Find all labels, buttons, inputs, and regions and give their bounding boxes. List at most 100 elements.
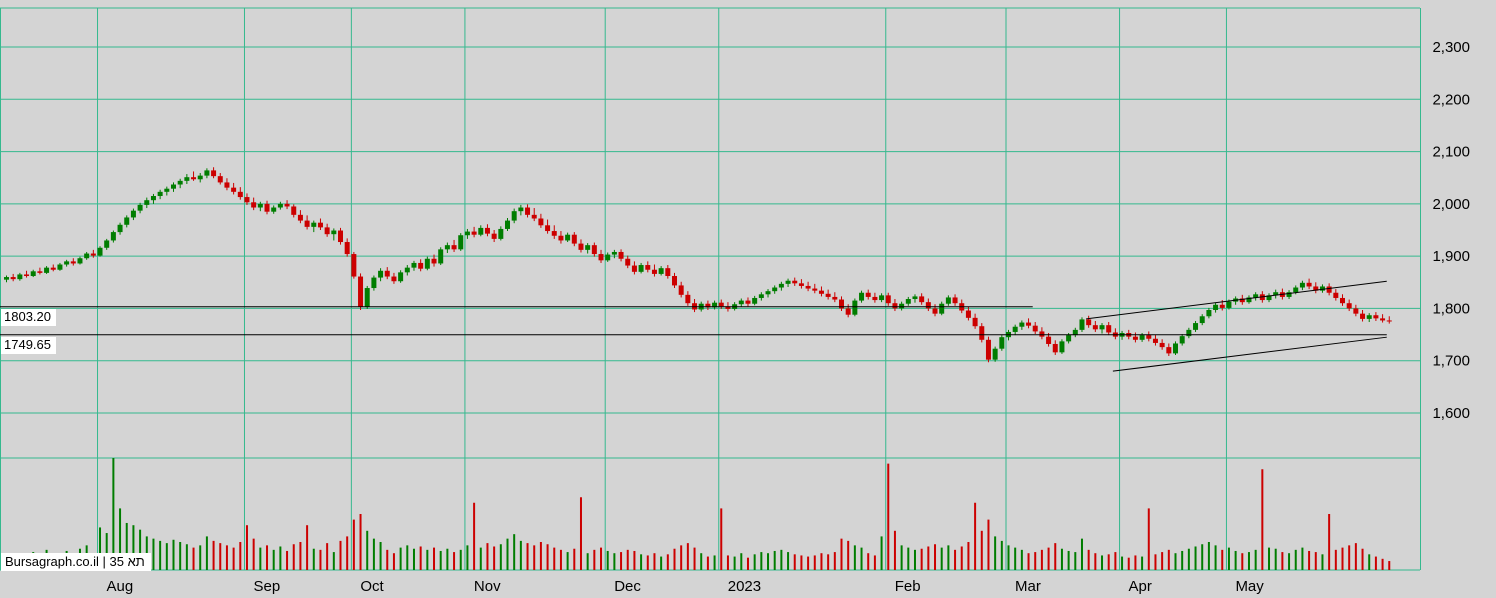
candle-body <box>518 207 524 212</box>
candle-body <box>471 231 477 235</box>
candle-body <box>70 261 76 264</box>
candle-body <box>211 170 217 177</box>
candle-body <box>1146 335 1152 339</box>
candle-body <box>999 337 1005 349</box>
candle-body <box>772 287 778 292</box>
candle-body <box>1293 287 1299 293</box>
candle-body <box>418 262 424 269</box>
x-axis-label: Sep <box>253 578 280 595</box>
candle-body <box>364 288 370 307</box>
candle-body <box>1319 286 1325 291</box>
candle-body <box>204 170 210 176</box>
candle-body <box>1092 325 1098 330</box>
candle-body <box>725 306 731 309</box>
candle-body <box>444 245 450 250</box>
candle-body <box>545 225 551 232</box>
candle-body <box>525 207 531 215</box>
candle-body <box>1360 313 1366 319</box>
candle-body <box>1132 336 1138 340</box>
candle-body <box>979 326 985 340</box>
price-level-label: 1749.65 <box>1 337 56 354</box>
candle-body <box>391 276 397 282</box>
candle-body <box>1273 292 1279 296</box>
candle-body <box>531 214 537 219</box>
candle-body <box>271 207 277 212</box>
candle-body <box>257 203 263 208</box>
candle-body <box>1226 301 1232 308</box>
candle-body <box>498 228 504 239</box>
x-axis-label: Aug <box>107 578 134 595</box>
candle-body <box>658 268 664 274</box>
candle-body <box>358 276 364 307</box>
y-axis-label: 2,000 <box>1432 196 1470 213</box>
candle-body <box>1219 304 1225 308</box>
candle-body <box>745 300 751 304</box>
y-axis-label: 2,300 <box>1432 39 1470 56</box>
candle-body <box>77 258 83 264</box>
candle-body <box>1346 303 1352 309</box>
candle-body <box>845 308 851 315</box>
candle-body <box>1032 325 1038 332</box>
candle-body <box>1019 322 1025 327</box>
candle-body <box>404 267 410 273</box>
candle-body <box>491 233 497 239</box>
candle-body <box>1239 298 1245 303</box>
candle-body <box>899 303 905 309</box>
trendline <box>1112 336 1387 372</box>
candle-body <box>565 234 571 241</box>
candle-body <box>1173 343 1178 354</box>
candle-body <box>1166 347 1172 354</box>
price-level-label: 1803.20 <box>1 309 56 326</box>
candle-body <box>992 348 998 360</box>
candle-body <box>1266 295 1272 301</box>
candle-body <box>124 217 130 225</box>
candle-body <box>177 180 183 185</box>
candle-body <box>1253 294 1259 298</box>
candle-body <box>905 299 911 304</box>
candle-body <box>645 265 651 270</box>
candle-body <box>865 292 871 297</box>
candle-body <box>718 302 724 307</box>
candle-body <box>1246 297 1252 303</box>
candle-body <box>311 222 317 227</box>
candle-body <box>97 247 103 256</box>
candle-body <box>1179 336 1185 344</box>
candle-body <box>344 242 350 255</box>
candle-body <box>37 271 43 273</box>
candle-body <box>578 243 584 250</box>
x-axis-label: May <box>1235 578 1264 595</box>
candle-body <box>758 294 764 298</box>
candle-body <box>264 203 270 212</box>
candle-body <box>1046 336 1052 344</box>
candle-body <box>551 231 557 236</box>
candle-body <box>892 303 898 309</box>
candle-body <box>912 296 918 300</box>
candle-body <box>638 265 644 272</box>
x-axis-label: Apr <box>1129 578 1152 595</box>
candle-body <box>224 182 230 188</box>
candle-body <box>64 261 70 265</box>
candle-body <box>852 300 858 315</box>
candle-body <box>398 272 404 282</box>
candle-body <box>424 258 430 269</box>
candle-body <box>1286 292 1292 297</box>
candle-body <box>925 302 931 309</box>
candle-body <box>1380 318 1386 321</box>
x-axis-label: Dec <box>614 578 641 595</box>
candle-body <box>371 277 377 289</box>
candle-body <box>598 254 604 261</box>
candle-body <box>818 290 824 294</box>
candle-body <box>384 270 390 277</box>
candle-body <box>952 297 958 304</box>
candle-body <box>1386 320 1392 322</box>
candle-body <box>130 210 136 218</box>
candle-body <box>451 245 457 250</box>
candle-body <box>191 177 197 180</box>
candle-body <box>1139 335 1145 340</box>
candle-body <box>237 191 243 198</box>
candle-body <box>625 258 631 266</box>
candle-body <box>932 308 938 314</box>
candle-body <box>585 245 591 250</box>
candle-body <box>251 202 257 208</box>
y-axis-label: 1,600 <box>1432 405 1470 422</box>
